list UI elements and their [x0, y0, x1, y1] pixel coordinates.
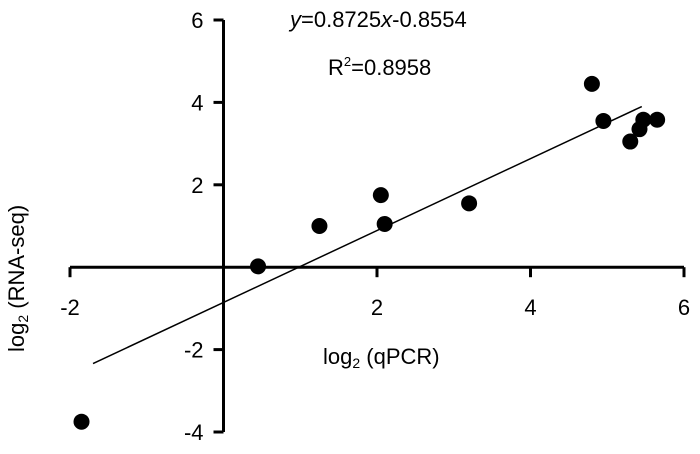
- x-tick-label: 4: [524, 295, 536, 320]
- r-squared: R2=0.8958: [328, 54, 431, 80]
- data-point: [376, 215, 393, 232]
- y-tick-label: 4: [191, 90, 203, 115]
- y-tick-label: 2: [191, 173, 203, 198]
- data-point: [73, 413, 90, 430]
- x-tick-label: -2: [60, 295, 80, 320]
- data-point: [461, 195, 478, 212]
- regression-equation: y=0.8725x-0.8554: [288, 7, 467, 32]
- regression-line: [92, 105, 643, 365]
- y-tick-label: -2: [184, 338, 204, 363]
- data-point: [583, 75, 600, 92]
- tick-labels: -2 2 4 6 6 4 2 -2 -4: [60, 8, 690, 445]
- data-point: [595, 112, 612, 129]
- y-axis-label: log2 (RNA-seq): [4, 204, 31, 352]
- x-axis-label: log2 (qPCR): [323, 344, 440, 371]
- data-point: [635, 111, 652, 128]
- data-point: [311, 218, 328, 234]
- x-tick-label: 6: [678, 295, 690, 320]
- data-point: [649, 111, 666, 128]
- x-tick-label: 2: [371, 295, 383, 320]
- data-point: [372, 187, 389, 204]
- tick-marks: [68, 18, 686, 434]
- data-point: [622, 133, 639, 150]
- data-point: [250, 258, 267, 275]
- data-points: [73, 75, 666, 430]
- y-tick-label: -4: [184, 420, 204, 445]
- y-tick-label: 6: [191, 8, 203, 33]
